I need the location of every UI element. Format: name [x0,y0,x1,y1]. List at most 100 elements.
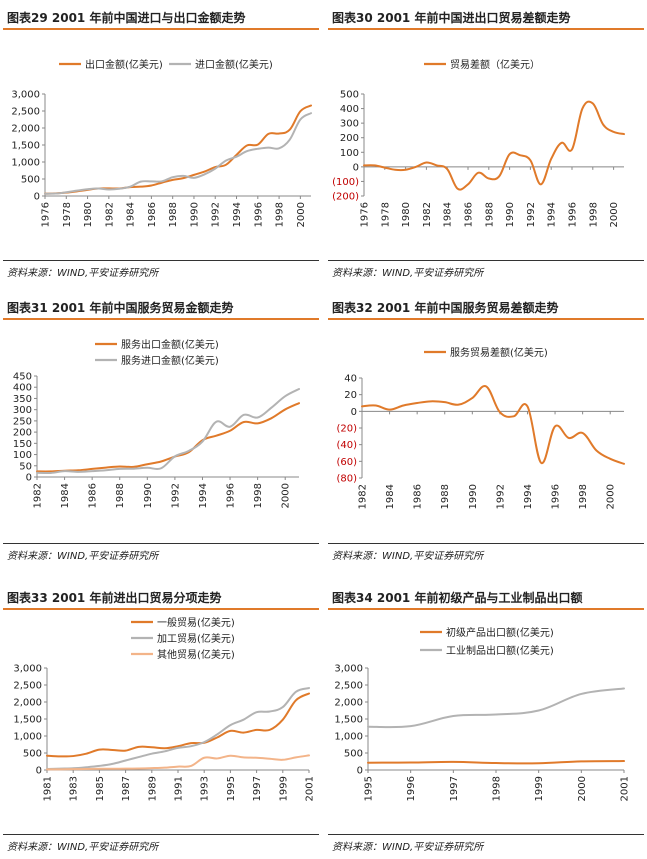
y-tick-label: 3,000 [334,664,363,675]
legend-label: 初级产品出口额(亿美元) [446,626,554,639]
y-tick-label: 20 [344,390,357,401]
y-tick-label: 0 [357,766,363,777]
x-tick-label: 1997 [449,776,460,801]
y-tick-label: (100) [332,177,359,188]
y-tick-label: 450 [13,372,32,383]
chart-footer: 资料来源：WIND,平安证券研究所 [3,834,319,853]
panel-chart-29: 图表29 2001 年前中国进口与出口金额走势 出口金额(亿美元) 进口金额(亿美… [3,6,319,279]
legend-label: 贸易差额（亿美元） [450,58,540,71]
x-tick-label: 1996 [253,202,264,227]
x-tick-label: 1999 [534,776,545,801]
x-tick-label: 1984 [60,483,71,508]
x-tick-label: 1986 [413,484,424,509]
y-tick-label: 0 [353,162,359,173]
x-tick-label: 1992 [211,202,222,227]
x-tick-label: 1990 [505,202,516,227]
chart-title: 图表34 2001 年前初级产品与工业制品出口额 [332,591,583,605]
y-tick-label: 1,000 [334,732,363,743]
x-tick-label: 1998 [253,483,264,508]
chart-header: 图表34 2001 年前初级产品与工业制品出口额 [328,586,644,610]
x-tick-label: 1978 [380,202,391,227]
y-tick-label: 500 [23,749,42,760]
x-tick-label: 2000 [609,202,620,227]
series-line [46,687,310,770]
x-tick-label: 1993 [200,776,211,801]
x-tick-label: 1982 [358,484,369,509]
x-tick-label: 1999 [278,776,289,801]
source-note: 资料来源：WIND,平安证券研究所 [332,842,484,853]
y-tick-label: 2,000 [13,698,42,709]
x-tick-label: 1992 [495,484,506,509]
source-note: 资料来源：WIND,平安证券研究所 [332,268,484,279]
legend-label: 服务贸易差额(亿美元) [450,346,548,359]
x-tick-label: 1994 [523,484,534,509]
x-tick-label: 1990 [143,483,154,508]
x-tick-label: 1984 [126,202,137,227]
chart-title: 图表32 2001 年前中国服务贸易差额走势 [332,301,559,315]
x-tick-label: 1995 [364,776,375,801]
legend-entry: 服务贸易差额(亿美元) [424,346,548,359]
x-tick-label: 1991 [174,776,185,801]
x-tick-label: 1982 [422,202,433,227]
x-tick-label: 1984 [443,202,454,227]
chart-footer: 资料来源：WIND,平安证券研究所 [328,834,644,853]
y-tick-label: 1,500 [334,715,363,726]
legend-entry: 加工贸易(亿美元) [131,632,235,645]
chart-header: 图表30 2001 年前中国进出口贸易差额走势 [328,6,644,30]
legend-entry: 出口金额(亿美元) [59,58,163,71]
chart-footer: 资料来源：WIND,平安证券研究所 [328,260,644,279]
y-tick-label: 400 [340,104,359,115]
x-tick-label: 1982 [33,483,44,508]
source-note: 资料来源：WIND,平安证券研究所 [7,268,159,279]
y-tick-label: 2,500 [11,107,40,118]
y-tick-label: 1,500 [11,141,40,152]
chart-header: 图表31 2001 年前中国服务贸易金额走势 [3,296,319,320]
series-line [361,384,625,465]
chart-title: 图表30 2001 年前中国进出口贸易差额走势 [332,11,571,25]
x-tick-label: 1980 [401,202,412,227]
y-tick-label: 2,000 [334,698,363,709]
legend-label: 其他贸易(亿美元) [157,648,235,661]
y-tick-label: 1,000 [11,158,40,169]
x-tick-label: 1983 [69,776,80,801]
series-line [367,687,625,729]
y-tick-label: 2,000 [11,124,40,135]
x-tick-label: 1990 [468,484,479,509]
x-tick-label: 1998 [588,202,599,227]
x-tick-label: 1988 [484,202,495,227]
chart-title: 图表31 2001 年前中国服务贸易金额走势 [7,301,234,315]
x-tick-label: 1994 [547,202,558,227]
y-tick-label: 3,000 [11,90,40,101]
x-tick-label: 1996 [551,484,562,509]
y-tick-label: 250 [13,416,32,427]
y-tick-label: 1,000 [13,732,42,743]
chart-title: 图表33 2001 年前进出口贸易分项走势 [7,591,222,605]
x-tick-label: 1988 [115,483,126,508]
y-tick-label: (80) [336,474,357,485]
x-tick-label: 1982 [104,202,115,227]
x-tick-label: 1987 [121,776,132,801]
x-tick-label: 1994 [198,483,209,508]
series-line [36,402,300,473]
x-tick-label: 1986 [464,202,475,227]
y-tick-label: 500 [344,749,363,760]
legend-label: 进口金额(亿美元) [195,58,273,71]
x-tick-label: 1985 [95,776,106,801]
y-tick-label: 300 [340,119,359,130]
x-tick-label: 1996 [226,483,237,508]
panel-chart-30: 图表30 2001 年前中国进出口贸易差额走势 贸易差额（亿美元） 500 400 3… [328,6,644,279]
x-tick-label: 1998 [578,484,589,509]
y-tick-label: 150 [13,439,32,450]
y-tick-label: 50 [19,461,32,472]
y-tick-label: 2,500 [334,681,363,692]
panel-chart-32: 图表32 2001 年前中国服务贸易差额走势 服务贸易差额(亿美元) 40 20 0 (… [328,296,644,562]
y-tick-label: 500 [21,175,40,186]
panel-chart-33: 图表33 2001 年前进出口贸易分项走势 一般贸易(亿美元) 加工贸易(亿美元)… [3,586,319,853]
legend-entry: 一般贸易(亿美元) [131,616,235,629]
y-tick-label: (40) [336,440,357,451]
source-note: 资料来源：WIND,平安证券研究所 [7,551,159,562]
x-tick-label: 1981 [43,776,54,801]
source-note: 资料来源：WIND,平安证券研究所 [7,842,159,853]
x-tick-label: 2000 [606,484,617,509]
chart-33-plot: 一般贸易(亿美元) 加工贸易(亿美元) 其他贸易(亿美元) 0 500 1,000 1,50… [13,616,315,801]
